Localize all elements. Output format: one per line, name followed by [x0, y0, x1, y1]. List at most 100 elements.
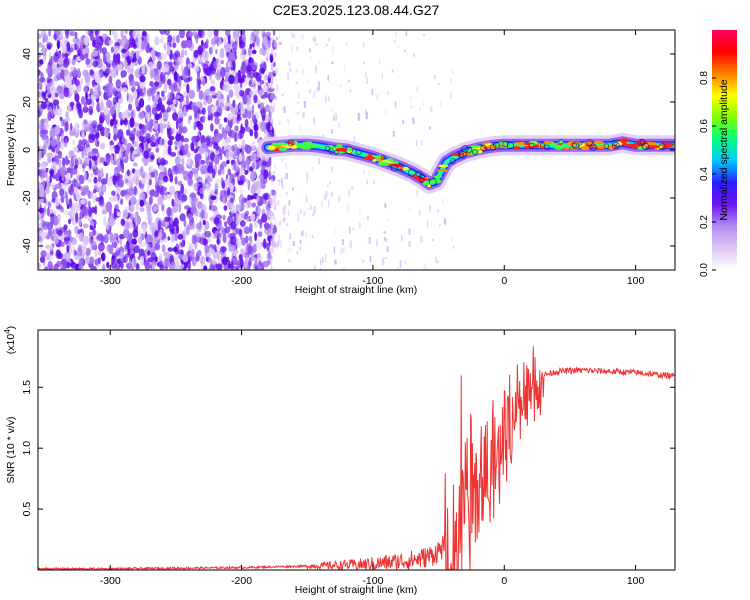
noise-speck: [303, 100, 306, 108]
noise-blob: [46, 100, 51, 111]
noise-blob: [38, 182, 42, 187]
noise-speck: [270, 109, 272, 115]
noise-blob: [127, 188, 134, 196]
noise-blob: [89, 32, 94, 42]
noise-blob: [116, 129, 124, 140]
noise-speck: [450, 92, 452, 99]
noise-speck: [291, 44, 293, 53]
noise-blob: [176, 34, 180, 44]
noise-speck: [428, 126, 431, 130]
noise-blob: [220, 223, 224, 231]
noise-speck: [401, 234, 403, 242]
noise-blob: [113, 214, 117, 220]
noise-blob: [199, 237, 207, 245]
noise-speck: [271, 178, 274, 185]
noise-blob: [261, 213, 268, 223]
noise-blob: [245, 235, 249, 244]
noise-blob: [114, 65, 118, 73]
noise-blob: [71, 104, 74, 111]
trace-blob: [277, 142, 288, 146]
noise-blob: [203, 265, 208, 270]
noise-blob: [122, 87, 128, 93]
noise-speck: [422, 101, 424, 107]
noise-blob: [128, 222, 135, 229]
noise-blob: [161, 204, 164, 211]
noise-blob: [45, 252, 51, 261]
noise-blob: [104, 39, 107, 45]
noise-blob: [38, 162, 41, 168]
noise-speck: [308, 89, 312, 94]
noise-blob: [246, 108, 254, 119]
noise-speck: [286, 224, 288, 227]
noise-blob: [136, 32, 143, 38]
noise-blob: [82, 205, 88, 216]
noise-blob: [210, 195, 217, 201]
noise-blob: [112, 128, 119, 134]
noise-blob: [163, 251, 169, 257]
noise-blob: [169, 229, 175, 236]
noise-blob: [218, 232, 222, 238]
figure-title: C2E3.2025.123.08.44.G27: [273, 2, 440, 18]
noise-blob: [207, 105, 213, 114]
noise-blob: [183, 110, 188, 117]
noise-speck: [274, 40, 276, 47]
noise-speck: [404, 49, 406, 53]
noise-blob: [180, 196, 184, 204]
noise-speck: [273, 234, 275, 243]
trace-contour: [658, 143, 666, 151]
noise-blob: [46, 76, 50, 84]
noise-blob: [104, 114, 111, 123]
trace-contour: [345, 146, 354, 154]
noise-speck: [276, 245, 278, 249]
noise-blob: [240, 257, 244, 269]
trace-blob: [388, 163, 400, 167]
noise-speck: [306, 207, 309, 210]
trace-blob: [566, 141, 576, 146]
noise-speck: [346, 204, 349, 212]
noise-blob: [268, 170, 271, 181]
noise-blob: [38, 76, 46, 83]
noise-blob: [222, 233, 227, 244]
noise-speck: [384, 203, 387, 208]
noise-speck: [298, 126, 300, 131]
noise-blob: [149, 222, 156, 233]
noise-blob: [151, 51, 156, 62]
noise-blob: [217, 54, 222, 60]
noise-blob: [39, 256, 45, 263]
snr-x-tick-label: -100: [362, 575, 383, 587]
noise-blob: [120, 30, 124, 39]
noise-speck: [275, 221, 278, 225]
spectrogram-y-tick-label: 20: [21, 96, 33, 108]
noise-blob: [180, 183, 185, 194]
noise-blob: [120, 146, 126, 152]
noise-blob: [156, 94, 160, 100]
noise-blob: [144, 261, 151, 270]
noise-blob: [249, 35, 255, 44]
noise-blob: [213, 244, 217, 251]
noise-blob: [65, 34, 69, 39]
trace-blob: [436, 169, 448, 173]
noise-blob: [171, 86, 174, 94]
noise-speck: [271, 70, 274, 73]
noise-speck: [274, 203, 277, 211]
noise-speck: [348, 79, 350, 83]
noise-blob: [195, 36, 199, 44]
noise-blob: [251, 49, 257, 55]
trace-blob: [324, 144, 334, 148]
noise-speck: [413, 53, 415, 57]
noise-blob: [91, 206, 96, 214]
noise-blob: [156, 184, 164, 194]
noise-blob: [52, 61, 57, 70]
trace-contour: [287, 139, 295, 147]
noise-blob: [129, 243, 135, 249]
noise-blob: [50, 138, 56, 148]
noise-speck: [275, 52, 277, 57]
noise-blob: [220, 163, 223, 171]
noise-blob: [61, 52, 65, 59]
noise-speck: [342, 268, 345, 270]
noise-blob: [114, 204, 119, 211]
noise-blob: [252, 79, 257, 90]
noise-blob: [243, 226, 251, 235]
noise-blob: [81, 149, 85, 159]
noise-blob: [239, 89, 245, 97]
